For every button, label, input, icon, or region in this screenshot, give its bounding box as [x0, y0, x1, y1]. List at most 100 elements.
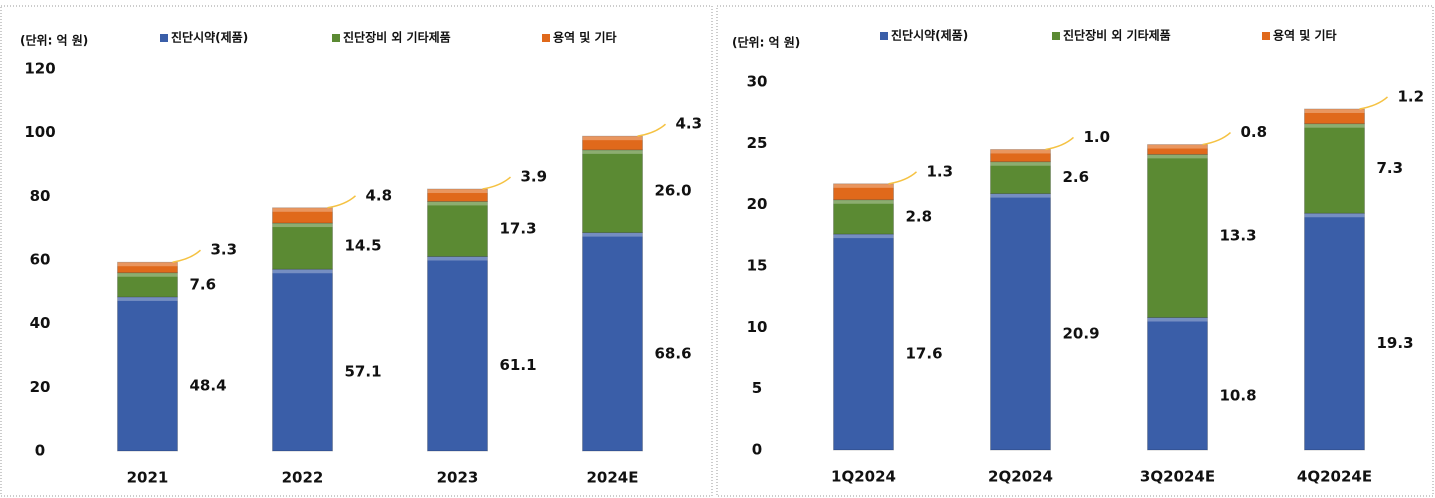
leader-line [172, 249, 202, 263]
bar-highlight [272, 223, 333, 228]
bar-segment [1304, 108, 1365, 125]
bar-segment [1304, 212, 1365, 451]
leader-line [637, 123, 667, 137]
x-tick-label: 3Q2024E [1140, 468, 1215, 486]
data-label: 61.1 [500, 356, 537, 374]
bar-segment [117, 296, 178, 452]
bar-highlight [582, 136, 643, 141]
bar-highlight [833, 183, 894, 188]
legend-label: 진단장비 외 기타제품 [1063, 28, 1171, 43]
bar-highlight [427, 189, 488, 194]
y-tick-label: 15 [747, 257, 768, 275]
bar-segment [990, 161, 1051, 195]
right-panel-border [716, 5, 1434, 497]
bar-segment [427, 256, 488, 452]
y-tick-label: 80 [30, 187, 51, 205]
data-label: 3.9 [521, 168, 548, 186]
bar-highlight [582, 232, 643, 237]
data-label: 17.6 [906, 345, 943, 363]
bar-highlight [427, 256, 488, 261]
bar-segment [833, 199, 894, 235]
data-label: 19.3 [1377, 334, 1414, 352]
data-label: 48.4 [190, 376, 227, 394]
data-label: 7.6 [190, 275, 217, 293]
data-label: 1.0 [1084, 128, 1111, 146]
legend-swatch [880, 32, 888, 40]
leader-line [1202, 131, 1232, 146]
legend-label: 용역 및 기타 [1273, 28, 1337, 43]
data-label: 13.3 [1220, 226, 1257, 244]
data-label: 4.8 [366, 186, 393, 204]
legend-label: 진단시약(제품) [891, 28, 968, 43]
bar-segment [117, 261, 178, 274]
bar-highlight [833, 199, 894, 204]
bar-highlight [1304, 213, 1365, 218]
bar-highlight [990, 161, 1051, 166]
bar-segment [272, 207, 333, 224]
x-tick-label: 2Q2024 [988, 468, 1053, 486]
legend-swatch [1262, 32, 1270, 40]
bar-segment [833, 183, 894, 201]
bar-segment [427, 201, 488, 257]
y-tick-label: 40 [30, 314, 51, 332]
left-panel-border [0, 5, 713, 497]
bar-highlight [833, 234, 894, 239]
data-label: 1.2 [1398, 87, 1425, 105]
data-label: 17.3 [500, 219, 537, 237]
legend-swatch [542, 34, 550, 42]
data-label: 0.8 [1241, 123, 1268, 141]
bar-highlight [1304, 108, 1365, 113]
legend-label: 용역 및 기타 [553, 30, 617, 45]
bar-segment [427, 188, 488, 202]
bar-highlight [427, 201, 488, 206]
bar-segment [582, 149, 643, 234]
bar-segment [582, 232, 643, 452]
data-label: 4.3 [676, 115, 703, 133]
x-tick-label: 1Q2024 [831, 468, 896, 486]
bar-highlight [272, 207, 333, 212]
bar-highlight [1147, 144, 1208, 149]
bar-highlight [117, 296, 178, 301]
bar-segment [1147, 153, 1208, 318]
y-tick-label: 20 [747, 195, 768, 213]
y-tick-label: 30 [747, 73, 768, 91]
data-label: 2.6 [1063, 168, 1090, 186]
legend-swatch [332, 34, 340, 42]
y-tick-label: 60 [30, 251, 51, 269]
bar-segment [582, 135, 643, 151]
bar-highlight [117, 262, 178, 267]
data-label: 1.3 [927, 162, 954, 180]
legend-label: 진단시약(제품) [171, 30, 248, 45]
bar-highlight [582, 149, 643, 154]
leader-line [327, 195, 357, 209]
y-tick-label: 0 [35, 442, 45, 460]
data-label: 68.6 [655, 344, 692, 362]
x-tick-label: 2024E [587, 469, 639, 487]
x-tick-label: 2021 [127, 469, 169, 487]
bar-highlight [1147, 317, 1208, 322]
bar-segment [117, 272, 178, 298]
data-label: 7.3 [1377, 159, 1404, 177]
data-label: 26.0 [655, 182, 692, 200]
x-tick-label: 4Q2024E [1297, 468, 1372, 486]
bar-segment [272, 222, 333, 270]
bar-highlight [990, 149, 1051, 154]
data-label: 3.3 [211, 241, 238, 259]
leader-line [1359, 96, 1389, 110]
subtitle: (단위: 억 원) [732, 35, 800, 50]
y-tick-label: 20 [30, 378, 51, 396]
leader-line [888, 171, 918, 185]
legend-swatch [160, 34, 168, 42]
y-tick-label: 5 [752, 379, 762, 397]
bar-highlight [990, 193, 1051, 198]
y-tick-label: 0 [752, 441, 762, 459]
bar-highlight [117, 272, 178, 277]
bar-segment [272, 268, 333, 452]
y-tick-label: 100 [24, 123, 55, 141]
bar-segment [833, 233, 894, 451]
data-label: 20.9 [1063, 324, 1100, 342]
y-tick-label: 10 [747, 318, 768, 336]
data-label: 2.8 [906, 207, 933, 225]
bar-highlight [272, 269, 333, 274]
